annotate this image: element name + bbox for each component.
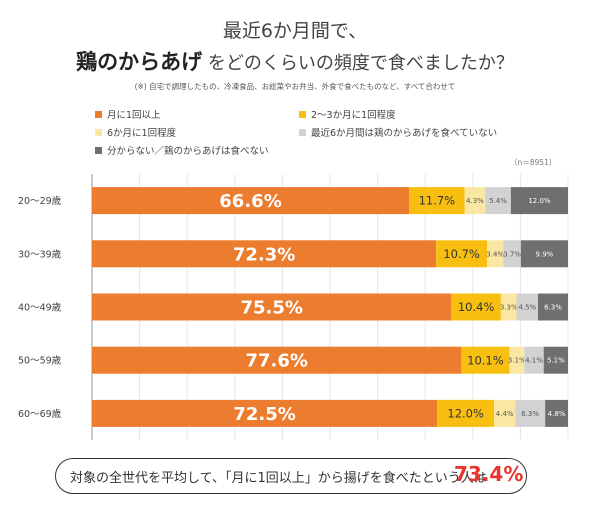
data-label: 9.9% [536,250,554,258]
legend-item-5: 分からない／鶏のからあげは食べない [95,143,269,157]
bar-segment [545,399,568,427]
bar-segment [510,187,568,215]
legend-label-4: 最近6か月間は鶏のからあげを食べていない [311,128,498,139]
chart-title-line2: 鶏のからあげ をどのくらいの頻度で食べましたか？ [0,46,590,76]
bar-segment [436,240,488,268]
data-label: 75.5% [240,297,302,318]
chart-note: (※) 自宅で調理したもの、冷凍食品、お総菜やお弁当、外食で食べたものなど、すべ… [134,82,456,91]
bar-segment [92,293,452,321]
data-label: 66.6% [219,191,281,212]
legend-swatch-3 [95,129,102,136]
bar-segment [520,240,568,268]
stacked-bar-chart: 20～29歳 66.6% 11.7% 4.3% 5.4% 12.0% 30～39歳 72.3%… [18,174,569,440]
data-label: 3.4% [486,250,504,258]
chart-title-rest: をどのくらいの頻度で食べましたか？ [207,53,514,74]
chart-title-line1: 最近6か月間で、 [222,20,368,42]
data-label: 3.1% [508,357,526,365]
bar-segment [437,399,495,427]
data-label: 4.8% [548,410,566,418]
category-label: 20～29歳 [18,195,62,207]
bar-segment [461,346,510,374]
bar-segment [92,346,462,374]
legend-label-1: 月に1回以上 [107,110,161,121]
category-label: 30～39歳 [18,248,62,260]
bar-segment [516,293,539,321]
legend-swatch-2 [299,111,306,118]
category-label: 40～49歳 [18,302,62,314]
legend-item-2: 2～3か月に1回程度 [299,107,396,121]
bar-segment [509,346,525,374]
summary-box: 対象の全世代を平均して、「月に1回以上」から揚げを食べたという人は 73.4% [55,458,527,494]
data-label: 6.3% [521,410,539,418]
chart-title-emphasis: 鶏のからあげ [76,50,203,74]
bar-segment [494,399,516,427]
legend-label-5: 分からない／鶏のからあげは食べない [107,146,269,157]
data-label: 4.4% [496,410,514,418]
summary-text: 対象の全世代を平均して、「月に1回以上」から揚げを食べたという人は [70,471,487,486]
legend-swatch-4 [299,129,306,136]
data-label: 72.3% [233,244,295,265]
data-label: 12.0% [447,407,484,421]
data-label: 11.7% [419,194,456,208]
bar-segment [485,187,511,215]
bar-segment [503,240,521,268]
summary-value: 73.4% [454,462,524,486]
bar-segment [543,346,568,374]
data-label: 10.7% [443,247,480,261]
legend-item-1: 月に1回以上 [95,107,161,121]
bar-segment [92,240,437,268]
data-label: 12.0% [528,197,551,205]
data-label: 72.5% [233,404,295,425]
legend-swatch-5 [95,147,102,154]
data-label: 3.7% [503,250,521,258]
data-label: 77.6% [245,351,307,372]
bar-segment [451,293,501,321]
data-label: 10.4% [458,300,495,314]
data-label: 10.1% [467,353,504,367]
data-label: 6.3% [544,304,562,312]
legend-item-4: 最近6か月間は鶏のからあげを食べていない [299,125,497,139]
sample-size: （n＝8951） [510,158,557,167]
category-label: 50～59歳 [18,355,62,367]
data-label: 4.5% [518,304,536,312]
bar-segment [487,240,504,268]
category-label: 60～69歳 [18,408,62,420]
bar-segment [500,293,517,321]
data-label: 5.1% [547,357,565,365]
bar-segment [92,399,438,427]
data-label: 5.4% [489,197,507,205]
data-label: 4.3% [466,197,484,205]
legend-label-3: 6か月に1回程度 [107,128,177,139]
legend-item-3: 6か月に1回程度 [95,125,176,139]
legend-label-2: 2～3か月に1回程度 [311,110,396,121]
bar-segment [515,399,546,427]
bar-segment [538,293,568,321]
legend-swatch-1 [95,111,102,118]
bar-segment [524,346,544,374]
bar-segment [92,187,410,215]
bar-segment [409,187,465,215]
data-label: 4.1% [525,357,543,365]
bar-segment [464,187,486,215]
data-label: 3.3% [500,304,518,312]
